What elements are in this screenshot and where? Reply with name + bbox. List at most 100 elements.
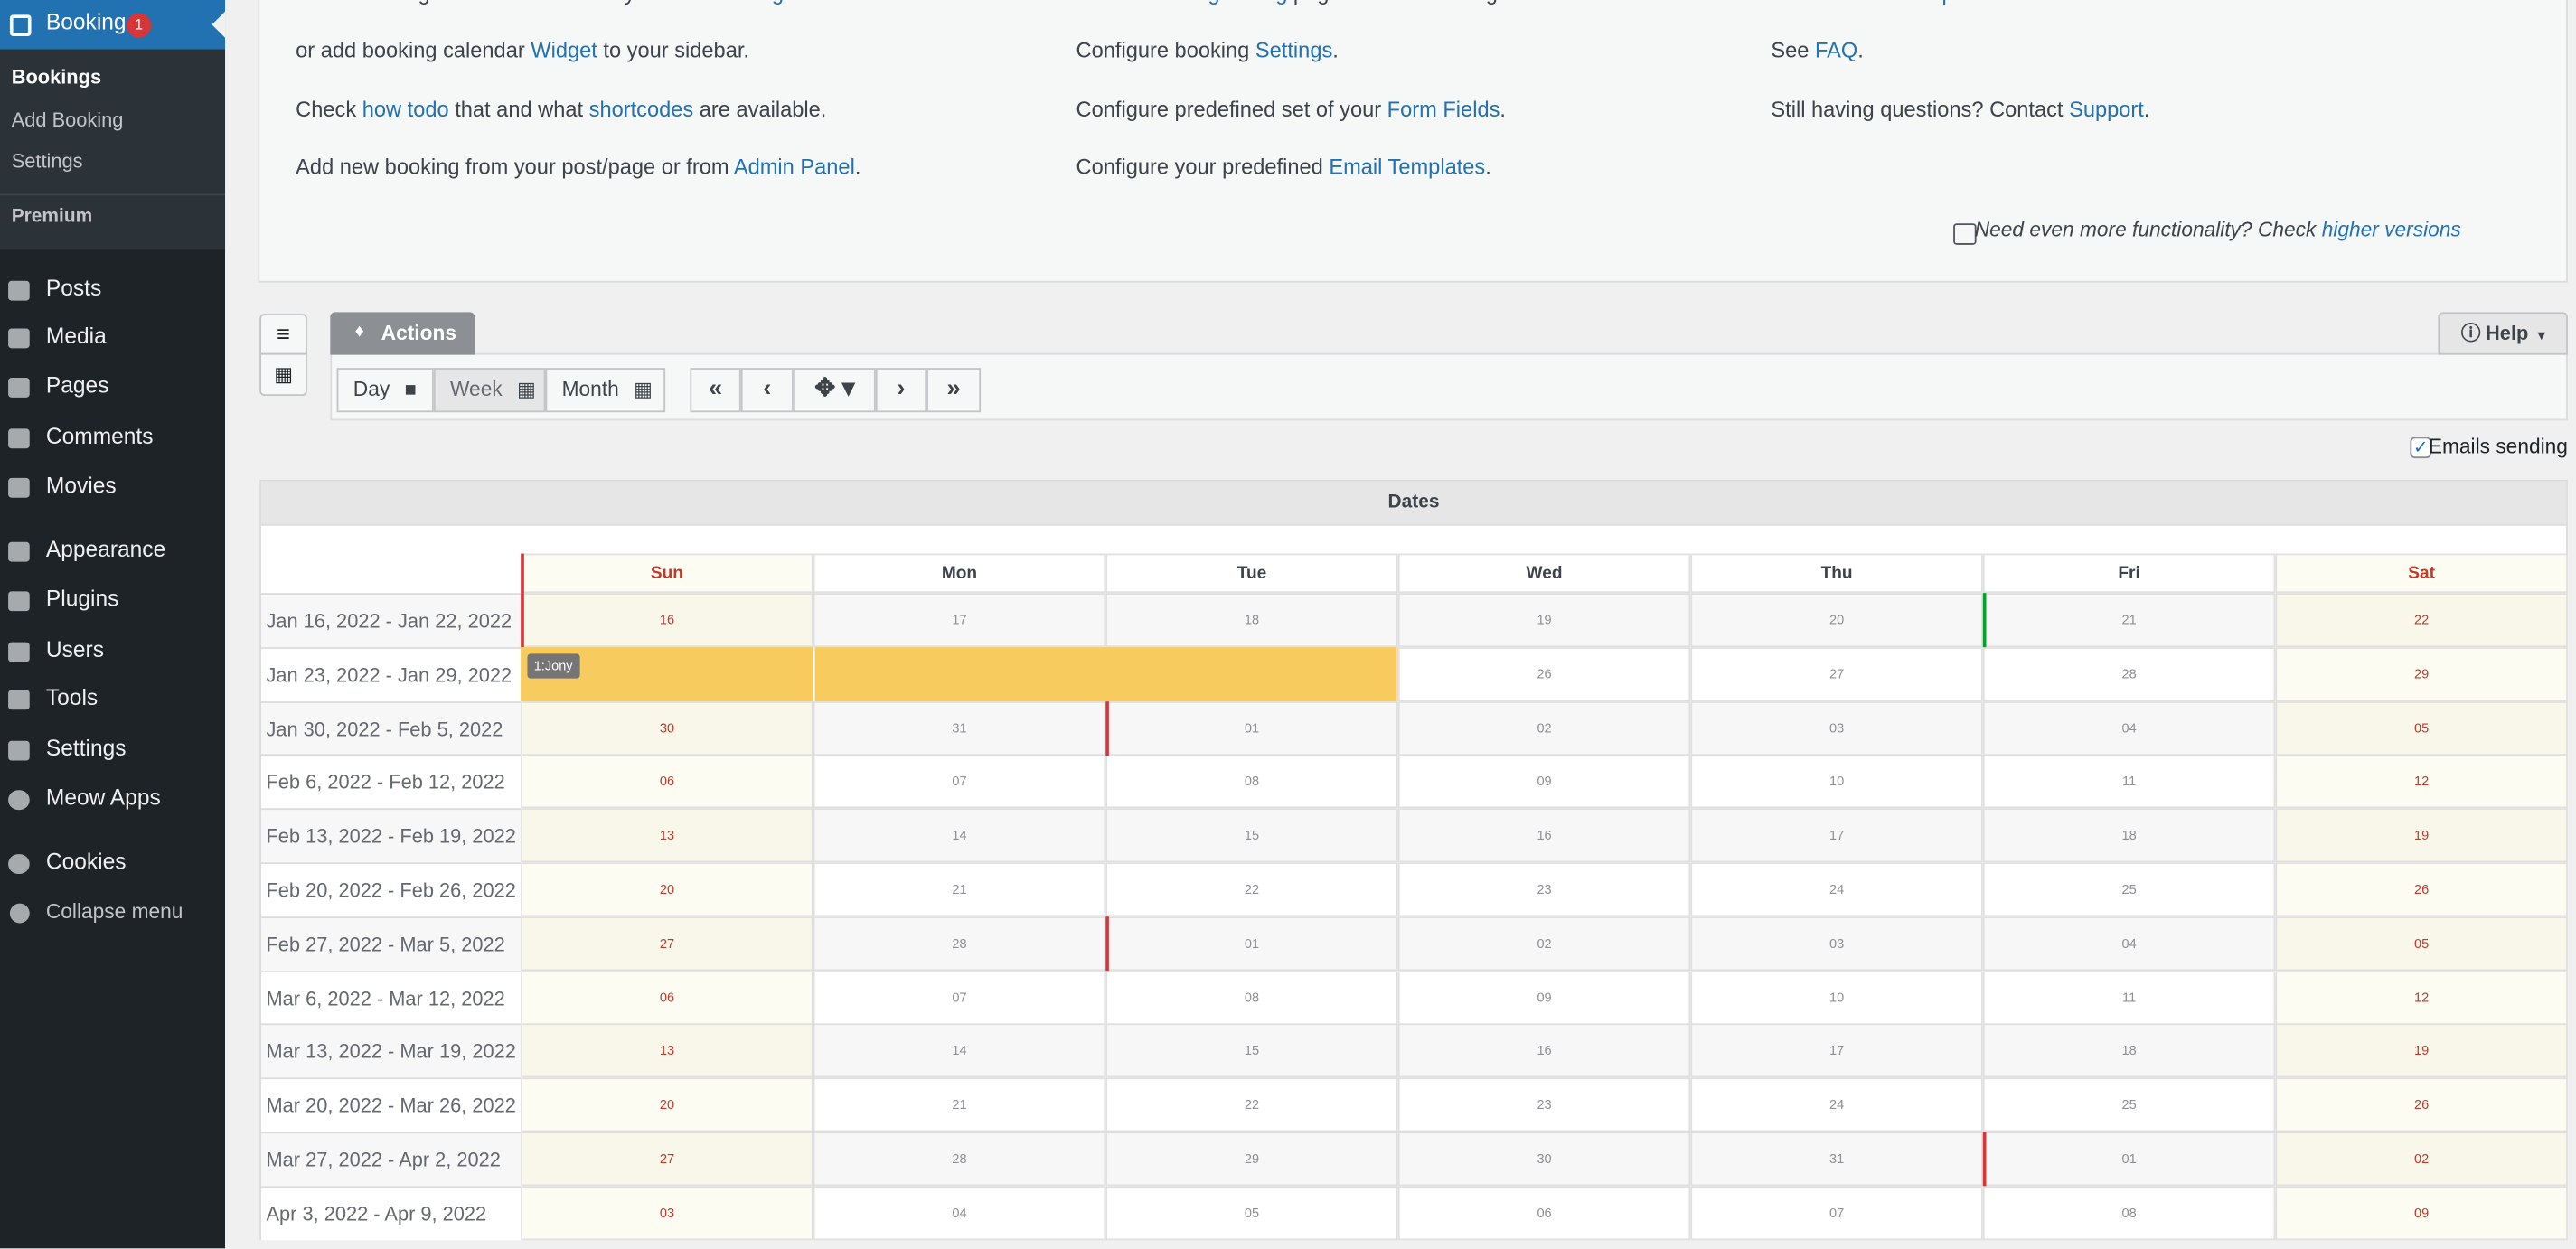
- view-button[interactable]: Day■: [337, 368, 434, 412]
- day-cell[interactable]: 29: [1105, 1132, 1398, 1186]
- submenu-item[interactable]: Settings: [12, 149, 83, 172]
- day-cell[interactable]: 08: [1105, 755, 1398, 809]
- day-cell[interactable]: 07: [813, 755, 1106, 809]
- day-cell[interactable]: 02: [2275, 1132, 2568, 1186]
- day-cell[interactable]: 03: [1690, 916, 1983, 971]
- day-cell[interactable]: 19: [1398, 593, 1691, 647]
- day-cell[interactable]: 18: [1983, 809, 2276, 863]
- day-cell[interactable]: 15: [1105, 809, 1398, 863]
- day-cell[interactable]: 18: [1983, 1024, 2276, 1078]
- day-cell[interactable]: 03: [521, 1186, 813, 1240]
- link[interactable]: Form Fields: [1387, 97, 1500, 121]
- day-cell[interactable]: 05: [1105, 1186, 1398, 1240]
- link[interactable]: Admin Panel: [734, 155, 855, 179]
- day-cell[interactable]: 15: [1105, 1024, 1398, 1078]
- help-button[interactable]: ⓘHelp▼: [2438, 312, 2568, 354]
- day-cell[interactable]: 24: [1690, 862, 1983, 916]
- day-cell[interactable]: 28: [813, 1132, 1106, 1186]
- day-cell[interactable]: 09: [2275, 1186, 2568, 1240]
- nav-button[interactable]: «: [690, 368, 740, 412]
- day-cell[interactable]: 12: [2275, 755, 2568, 809]
- nav-button[interactable]: ‹: [741, 368, 794, 412]
- menu-item[interactable]: Users: [46, 637, 104, 662]
- day-cell[interactable]: 17: [813, 593, 1106, 647]
- day-cell[interactable]: 22: [1105, 1078, 1398, 1132]
- link[interactable]: Page: [746, 0, 795, 5]
- day-cell[interactable]: 14: [813, 809, 1106, 863]
- menu-item[interactable]: Appearance: [46, 537, 165, 561]
- day-cell[interactable]: 02: [1398, 916, 1691, 971]
- day-cell[interactable]: 26: [1398, 647, 1691, 701]
- day-cell[interactable]: 29: [2275, 647, 2568, 701]
- menu-item[interactable]: Cookies: [46, 850, 127, 874]
- menu-item[interactable]: Posts: [46, 276, 101, 300]
- day-cell[interactable]: 09: [1398, 970, 1691, 1024]
- day-cell[interactable]: 30: [1398, 1132, 1691, 1186]
- day-cell[interactable]: 23: [1398, 1078, 1691, 1132]
- link[interactable]: Post: [672, 0, 715, 5]
- day-cell[interactable]: 09: [1398, 755, 1691, 809]
- premium-item[interactable]: Premium: [12, 207, 92, 227]
- day-cell[interactable]: 04: [813, 1186, 1106, 1240]
- day-cell[interactable]: 19: [2275, 809, 2568, 863]
- day-cell[interactable]: 14: [813, 1024, 1106, 1078]
- day-cell[interactable]: 21: [813, 1078, 1106, 1132]
- day-cell[interactable]: 20: [521, 1078, 813, 1132]
- day-cell[interactable]: 04: [1983, 700, 2276, 755]
- day-cell[interactable]: 11: [1983, 970, 2276, 1024]
- day-cell[interactable]: 21: [1983, 593, 2276, 647]
- day-cell[interactable]: 13: [521, 809, 813, 863]
- menu-item[interactable]: Comments: [46, 424, 154, 448]
- booking-bar[interactable]: [521, 647, 1398, 701]
- menu-item[interactable]: Settings: [46, 736, 127, 760]
- day-cell[interactable]: 31: [813, 700, 1106, 755]
- day-cell[interactable]: 01: [1105, 916, 1398, 971]
- day-cell[interactable]: 20: [521, 862, 813, 916]
- day-cell[interactable]: 26: [2275, 1078, 2568, 1132]
- day-cell[interactable]: 03: [1690, 700, 1983, 755]
- day-cell[interactable]: 30: [521, 700, 813, 755]
- link[interactable]: Support: [2069, 97, 2144, 121]
- day-cell[interactable]: 21: [813, 862, 1106, 916]
- day-cell[interactable]: 19: [2275, 1024, 2568, 1078]
- day-cell[interactable]: 10: [1690, 755, 1983, 809]
- day-cell[interactable]: 07: [1690, 1186, 1983, 1240]
- link[interactable]: Settings: [1255, 38, 1332, 62]
- nav-button[interactable]: ›: [876, 368, 926, 412]
- day-cell[interactable]: 05: [2275, 700, 2568, 755]
- day-cell[interactable]: 07: [813, 970, 1106, 1024]
- day-cell[interactable]: 27: [521, 1132, 813, 1186]
- day-cell[interactable]: 16: [1398, 1024, 1691, 1078]
- menu-item[interactable]: Pages: [46, 373, 109, 398]
- link[interactable]: Email Templates: [1329, 155, 1485, 179]
- day-cell[interactable]: 28: [813, 916, 1106, 971]
- link[interactable]: shortcodes: [589, 97, 694, 121]
- day-cell[interactable]: 25: [1983, 1078, 2276, 1132]
- day-cell[interactable]: 31: [1690, 1132, 1983, 1186]
- submenu-item[interactable]: Bookings: [12, 66, 101, 89]
- menu-item[interactable]: Meow Apps: [46, 785, 161, 810]
- day-cell[interactable]: 01: [1105, 700, 1398, 755]
- day-cell[interactable]: 23: [1398, 862, 1691, 916]
- link[interactable]: Booking Listing: [1142, 0, 1287, 5]
- link[interactable]: Help: [1910, 0, 1954, 5]
- day-cell[interactable]: 08: [1105, 970, 1398, 1024]
- link[interactable]: Widget: [531, 38, 597, 62]
- day-cell[interactable]: 16: [521, 593, 813, 647]
- day-cell[interactable]: 02: [1398, 700, 1691, 755]
- calendar-toggle[interactable]: ▦: [259, 353, 307, 396]
- day-cell[interactable]: 18: [1105, 593, 1398, 647]
- view-button[interactable]: Month▦: [545, 368, 665, 412]
- link[interactable]: how todo: [362, 97, 449, 121]
- day-cell[interactable]: 16: [1398, 809, 1691, 863]
- link[interactable]: FAQ: [1815, 38, 1857, 62]
- nav-button[interactable]: ✥ ▾: [794, 368, 876, 412]
- day-cell[interactable]: 27: [1690, 647, 1983, 701]
- day-cell[interactable]: 12: [2275, 970, 2568, 1024]
- day-cell[interactable]: 17: [1690, 809, 1983, 863]
- nav-button[interactable]: »: [926, 368, 981, 412]
- day-cell[interactable]: 28: [1983, 647, 2276, 701]
- collapse-menu[interactable]: Collapse menu: [46, 900, 183, 923]
- menu-item[interactable]: Tools: [46, 685, 98, 709]
- day-cell[interactable]: 11: [1983, 755, 2276, 809]
